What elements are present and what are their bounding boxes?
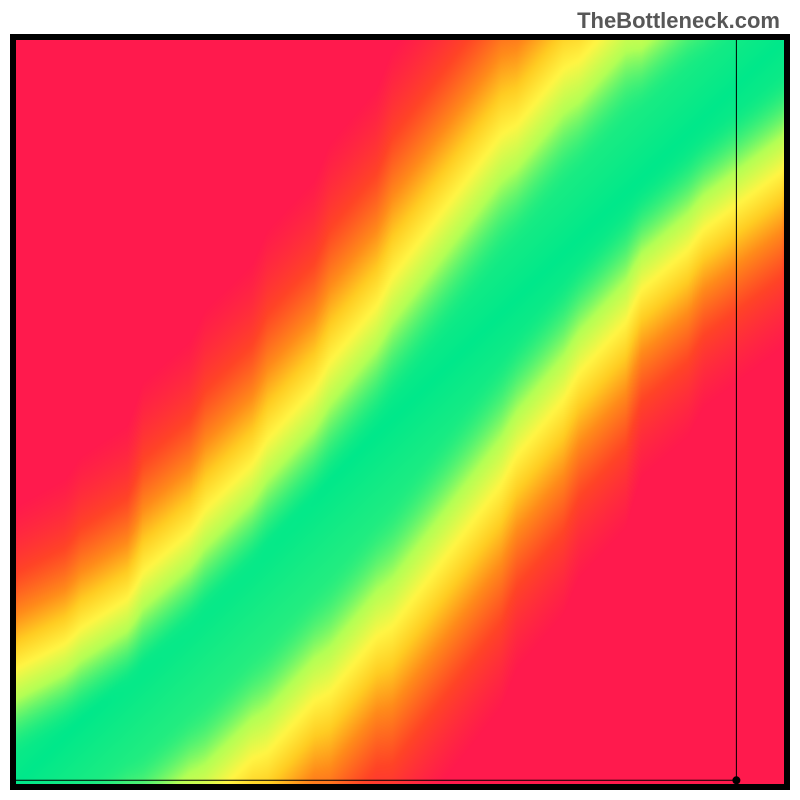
bottleneck-heatmap bbox=[10, 34, 790, 790]
heatmap-canvas bbox=[10, 34, 790, 790]
watermark-text: TheBottleneck.com bbox=[577, 8, 780, 34]
